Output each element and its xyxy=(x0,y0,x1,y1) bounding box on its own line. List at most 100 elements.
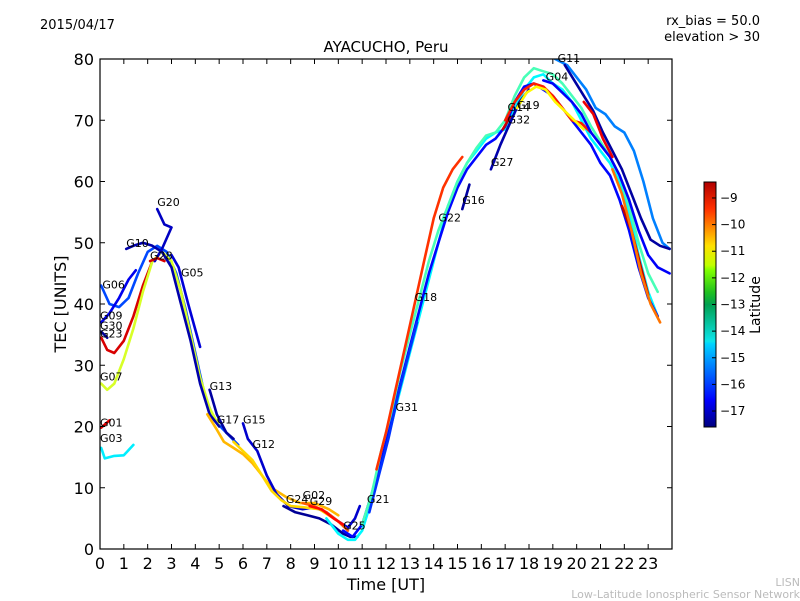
x-tick-label: 2 xyxy=(143,554,153,573)
series-label-G20: G20 xyxy=(157,196,180,209)
x-axis: 0 1 2 3 4 5 6 7 8 9 10 11 12 13 14 15 16 17 18 19 20 21 22 23 xyxy=(95,59,658,573)
series-label-G05: G05 xyxy=(181,266,204,279)
chart-title: AYACUCHO, Peru xyxy=(323,38,449,56)
x-tick-label: 10 xyxy=(328,554,348,573)
series-label-G06: G06 xyxy=(102,279,125,292)
series-label-G15: G15 xyxy=(243,413,266,426)
x-tick-label: 20 xyxy=(566,554,586,573)
series-G16 xyxy=(461,183,471,211)
series-G20 xyxy=(153,207,173,263)
x-tick-label: 7 xyxy=(262,554,272,573)
series-label-G21: G21 xyxy=(367,493,390,506)
series-label-G12: G12 xyxy=(253,438,276,451)
colorbar: −9 −10 −11 −12 −13 −14 −15 −16 −17 Latitude xyxy=(703,181,764,428)
colorbar-tick-label: −11 xyxy=(720,244,745,258)
x-tick-label: 8 xyxy=(286,554,296,573)
series-G11 xyxy=(553,59,671,251)
series-G04 xyxy=(542,79,671,275)
series-G32 xyxy=(501,115,512,131)
series-label-G07: G07 xyxy=(100,371,123,384)
series-label-G27: G27 xyxy=(491,156,514,169)
series-label-G01: G01 xyxy=(100,417,123,430)
x-tick-label: 23 xyxy=(638,554,658,573)
colorbar-tick-label: −9 xyxy=(720,191,738,205)
y-tick-label: 0 xyxy=(84,540,94,559)
series-G28 xyxy=(148,256,166,263)
x-tick-label: 12 xyxy=(376,554,396,573)
series-label-G32: G32 xyxy=(508,113,531,126)
colorbar-tick-label: −16 xyxy=(720,377,745,391)
footer-org-long: Low-Latitude Ionospheric Sensor Network xyxy=(571,588,800,601)
x-tick-label: 19 xyxy=(543,554,563,573)
date-label: 2015/04/17 xyxy=(40,18,115,33)
x-axis-label: Time [UT] xyxy=(346,575,425,594)
y-tick-label: 50 xyxy=(74,234,94,253)
x-tick-label: 18 xyxy=(519,554,539,573)
x-tick-label: 16 xyxy=(471,554,491,573)
series-label-G28: G28 xyxy=(150,249,173,262)
x-tick-label: 3 xyxy=(166,554,176,573)
colorbar-tick-label: −13 xyxy=(720,298,745,312)
y-tick-label: 70 xyxy=(74,111,94,130)
series-G34 xyxy=(582,100,614,159)
series-label-G31: G31 xyxy=(396,401,419,414)
y-axis-label: TEC [UNITS] xyxy=(51,256,70,354)
x-tick-label: 17 xyxy=(495,554,515,573)
x-tick-label: 15 xyxy=(447,554,467,573)
rx-bias-label: rx_bias = 50.0 xyxy=(666,14,760,29)
series-label-G17: G17 xyxy=(217,413,240,426)
series-G18 xyxy=(360,66,659,526)
y-tick-label: 30 xyxy=(74,356,94,375)
receiver-info: rx_bias = 50.0 elevation > 30 xyxy=(664,14,760,46)
series-G15 xyxy=(241,422,362,529)
x-tick-label: 1 xyxy=(119,554,129,573)
y-tick-label: 40 xyxy=(74,295,94,314)
series-G24 xyxy=(282,504,359,539)
y-tick-label: 10 xyxy=(74,479,94,498)
series-G19 xyxy=(515,85,586,131)
series-label-G10: G10 xyxy=(126,237,149,250)
footer-org-short: LISN xyxy=(775,576,800,589)
series-G10 xyxy=(124,241,221,428)
x-tick-label: 4 xyxy=(190,554,200,573)
y-tick-label: 60 xyxy=(74,173,94,192)
colorbar-ticks: −9 −10 −11 −12 −13 −14 −15 −16 −17 xyxy=(712,191,745,418)
series-G22 xyxy=(375,155,464,471)
series-label-G16: G16 xyxy=(462,194,485,207)
series-label-G03: G03 xyxy=(100,432,123,445)
series-G26 xyxy=(563,63,671,251)
series-label-G13: G13 xyxy=(210,380,233,393)
x-tick-label: 11 xyxy=(352,554,372,573)
x-tick-label: 6 xyxy=(238,554,248,573)
series-G30 xyxy=(100,330,109,339)
elevation-label: elevation > 30 xyxy=(664,30,760,45)
y-tick-label: 20 xyxy=(74,418,94,437)
series-G33 xyxy=(611,168,662,324)
series-G05 xyxy=(170,253,202,349)
series-label-G09: G09 xyxy=(100,309,123,322)
series-label-G18: G18 xyxy=(415,291,438,304)
colorbar-tick-label: −17 xyxy=(720,404,745,418)
series-G29 xyxy=(308,504,345,526)
x-tick-label: 5 xyxy=(214,554,224,573)
series-label-G19: G19 xyxy=(517,99,540,112)
series-label-G14: G14 xyxy=(508,101,531,114)
series-label-G25: G25 xyxy=(343,519,366,532)
x-tick-label: 9 xyxy=(309,554,319,573)
x-tick-label: 14 xyxy=(423,554,443,573)
series-label-G22: G22 xyxy=(438,211,461,224)
series-label-G02: G02 xyxy=(303,489,326,502)
series-label-G24: G24 xyxy=(286,493,309,506)
x-tick-label: 21 xyxy=(590,554,610,573)
series-G31 xyxy=(368,321,419,514)
x-tick-label: 13 xyxy=(400,554,420,573)
y-axis: 0 10 20 30 40 50 60 70 80 xyxy=(74,50,672,559)
colorbar-tick-label: −14 xyxy=(720,324,745,338)
series-label-G29: G29 xyxy=(310,495,333,508)
series-label-G04: G04 xyxy=(546,70,569,83)
series-label-G30: G30 xyxy=(100,320,123,333)
colorbar-tick-label: −15 xyxy=(720,351,745,365)
x-tick-label: 22 xyxy=(614,554,634,573)
series-G13 xyxy=(208,388,235,441)
